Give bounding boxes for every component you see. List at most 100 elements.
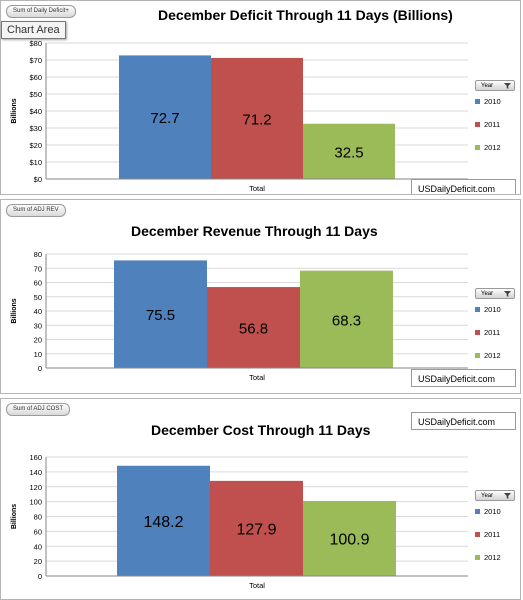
legend: Year 2010 2011 2012 <box>475 490 517 575</box>
legend-entry-2012: 2012 <box>475 350 517 361</box>
deficit-chart-panel[interactable]: Sum of Daily Deficit+ Chart Area Decembe… <box>0 0 521 195</box>
y-tick-label: 40 <box>34 542 42 551</box>
chart-plot: 148.2 127.9 100.9 0 20 40 60 80 100 120 … <box>11 453 468 590</box>
y-tick-label: $70 <box>29 56 42 65</box>
y-axis-title: Billions <box>11 504 18 529</box>
legend-label: 2012 <box>484 351 501 360</box>
filter-icon <box>504 291 511 297</box>
legend-entry-2010: 2010 <box>475 506 517 517</box>
chart-plot: 72.7 71.2 32.5 $0 $10 $20 $30 $40 $50 $6… <box>11 39 468 193</box>
legend-label: 2012 <box>484 143 501 152</box>
legend-entry-2012: 2012 <box>475 142 517 153</box>
y-tick-label: 100 <box>29 498 42 507</box>
x-category-label: Total <box>249 373 265 382</box>
data-label-2010: 72.7 <box>150 110 179 127</box>
x-category-label: Total <box>249 184 265 193</box>
y-tick-label: 140 <box>29 468 42 477</box>
data-label-2011: 71.2 <box>242 111 271 128</box>
bar-2010[interactable] <box>114 260 207 368</box>
bar-2012[interactable] <box>303 500 396 576</box>
legend-swatch-2012 <box>475 145 480 150</box>
y-tick-label: 50 <box>34 293 42 302</box>
filter-icon <box>504 83 511 89</box>
legend-label: 2011 <box>484 120 501 129</box>
legend-entry-2011: 2011 <box>475 529 517 540</box>
bar-2010[interactable] <box>119 55 211 179</box>
legend-label: 2010 <box>484 507 501 516</box>
data-label-2011: 127.9 <box>236 521 276 538</box>
y-tick-label: $20 <box>29 141 42 150</box>
year-filter-label: Year <box>481 291 494 297</box>
legend-swatch-2011 <box>475 122 480 127</box>
y-tick-label: 10 <box>34 350 42 359</box>
chart-plot: 75.5 56.8 68.3 0 10 20 30 40 50 60 70 80… <box>11 250 468 382</box>
data-label-2010: 75.5 <box>146 307 175 324</box>
data-label-2012: 68.3 <box>332 312 361 329</box>
y-tick-label: $0 <box>34 175 42 184</box>
y-tick-label: $10 <box>29 158 42 167</box>
y-axis-title: Billions <box>11 98 18 123</box>
bar-2012[interactable] <box>300 270 393 368</box>
bar-2012[interactable] <box>303 123 395 179</box>
legend-swatch-2010 <box>475 99 480 104</box>
y-axis-title: Billions <box>11 298 18 323</box>
chart-title: December Deficit Through 11 Days (Billio… <box>158 7 453 23</box>
year-filter-label: Year <box>481 493 494 499</box>
bar-2011[interactable] <box>211 57 303 179</box>
watermark-box: USDailyDeficit.com <box>411 412 516 430</box>
y-tick-label: 80 <box>34 250 42 259</box>
legend-label: 2012 <box>484 553 501 562</box>
y-tick-label: 0 <box>38 572 42 581</box>
legend-label: 2010 <box>484 305 501 314</box>
watermark-box: USDailyDeficit.com <box>411 369 516 387</box>
y-tick-label: $30 <box>29 124 42 133</box>
legend-entry-2011: 2011 <box>475 327 517 338</box>
legend-entry-2012: 2012 <box>475 552 517 563</box>
cost-chart-panel[interactable]: Sum of ADJ COST December Cost Through 11… <box>0 398 521 600</box>
y-tick-label: 0 <box>38 364 42 373</box>
legend-swatch-2010 <box>475 307 480 312</box>
legend-entry-2010: 2010 <box>475 304 517 315</box>
y-tick-label: 70 <box>34 264 42 273</box>
chart-area-tooltip: Chart Area <box>1 21 66 39</box>
bar-2011[interactable] <box>210 480 303 576</box>
legend-swatch-2010 <box>475 509 480 514</box>
filter-icon <box>504 493 511 499</box>
revenue-chart-panel[interactable]: Sum of ADJ REV December Revenue Through … <box>0 199 521 394</box>
legend: Year 2010 2011 2012 <box>475 80 517 165</box>
y-tick-label: 160 <box>29 453 42 462</box>
legend-entry-2010: 2010 <box>475 96 517 107</box>
legend-entry-2011: 2011 <box>475 119 517 130</box>
data-label-2012: 100.9 <box>329 531 369 548</box>
data-label-2010: 148.2 <box>143 514 183 531</box>
y-tick-label: $40 <box>29 107 42 116</box>
data-label-2011: 56.8 <box>239 321 268 338</box>
field-button[interactable]: Sum of ADJ COST <box>6 403 71 416</box>
legend-label: 2011 <box>484 530 501 539</box>
y-tick-label: 60 <box>34 527 42 536</box>
year-filter-label: Year <box>481 83 494 89</box>
bar-2010[interactable] <box>117 465 210 576</box>
y-tick-label: 80 <box>34 513 42 522</box>
legend-swatch-2012 <box>475 555 480 560</box>
y-tick-label: 60 <box>34 279 42 288</box>
field-button[interactable]: Sum of ADJ REV <box>6 204 66 217</box>
bar-2011[interactable] <box>207 287 300 368</box>
y-tick-label: 20 <box>34 557 42 566</box>
year-filter-button[interactable]: Year <box>475 490 515 501</box>
y-tick-label: 30 <box>34 321 42 330</box>
y-tick-label: $80 <box>29 39 42 48</box>
field-button[interactable]: Sum of Daily Deficit+ <box>6 5 76 18</box>
x-category-label: Total <box>249 581 265 590</box>
year-filter-button[interactable]: Year <box>475 288 515 299</box>
chart-title: December Cost Through 11 Days <box>151 422 371 438</box>
y-tick-label: 40 <box>34 307 42 316</box>
chart-title: December Revenue Through 11 Days <box>131 223 378 239</box>
legend-swatch-2011 <box>475 330 480 335</box>
watermark-box: USDailyDeficit.com <box>411 179 516 194</box>
year-filter-button[interactable]: Year <box>475 80 515 91</box>
legend-label: 2011 <box>484 328 501 337</box>
y-tick-label: $50 <box>29 90 42 99</box>
y-tick-label: 120 <box>29 483 42 492</box>
legend-label: 2010 <box>484 97 501 106</box>
